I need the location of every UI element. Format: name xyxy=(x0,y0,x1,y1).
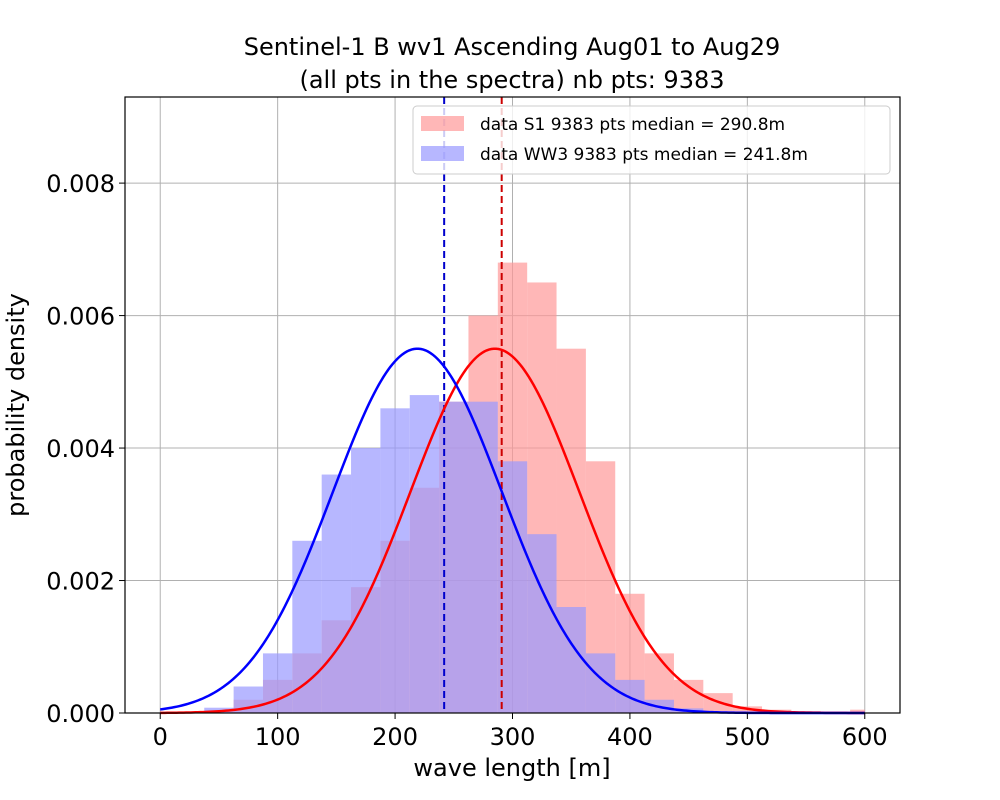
ww3-hist-bar-7 xyxy=(351,448,381,713)
ticks-layer: 0 100 200 300 400 500 600 0.000 0.002 0.004 0.006 0… xyxy=(46,170,887,751)
ww3-hist-bar-15 xyxy=(585,653,616,713)
legend: data S1 9383 pts median = 290.8m data WW… xyxy=(412,105,891,175)
ww3-hist-bar-6 xyxy=(321,474,352,713)
ww3-hist-bar-10 xyxy=(439,401,469,713)
s1-hist-bar-18 xyxy=(673,679,704,713)
median-lines-layer xyxy=(443,97,503,713)
ww3-hist-bar-5 xyxy=(292,540,322,713)
ww3-hist-bar-12 xyxy=(497,461,528,713)
legend-box xyxy=(412,105,891,175)
s1-fit-curve xyxy=(160,347,865,715)
ww3-hist-bar-14 xyxy=(556,607,586,713)
y-tick-label-1: 0.002 xyxy=(46,568,115,596)
legend-swatch-ww3 xyxy=(421,146,464,161)
ww3-hist-bar-9 xyxy=(409,395,440,713)
s1-hist-bar-24 xyxy=(850,709,865,713)
y-tick-label-3: 0.006 xyxy=(46,303,115,331)
x-tick-label-3: 300 xyxy=(490,723,536,751)
histogram-layer xyxy=(204,262,865,713)
x-tick-label-0: 0 xyxy=(153,723,168,751)
ww3-hist-bar-11 xyxy=(468,401,498,713)
legend-label-s1: data S1 9383 pts median = 290.8m xyxy=(480,115,785,135)
x-tick-label-4: 400 xyxy=(607,723,653,751)
chart-title-line2: (all pts in the spectra) nb pts: 9383 xyxy=(299,66,724,94)
legend-label-ww3: data WW3 9383 pts median = 241.8m xyxy=(480,145,808,165)
ww3-hist-bar-8 xyxy=(380,408,410,713)
x-axis-title: wave length [m] xyxy=(413,754,610,782)
y-tick-label-0: 0.000 xyxy=(46,700,115,728)
y-tick-label-4: 0.008 xyxy=(46,170,115,198)
y-tick-label-2: 0.004 xyxy=(46,435,115,463)
chart-title-line1: Sentinel-1 B wv1 Ascending Aug01 to Aug2… xyxy=(244,33,781,61)
ww3-hist-bar-13 xyxy=(527,534,557,713)
legend-swatch-s1 xyxy=(421,116,464,131)
x-tick-label-5: 500 xyxy=(724,723,770,751)
x-tick-label-6: 600 xyxy=(842,723,888,751)
x-tick-label-1: 100 xyxy=(255,723,301,751)
y-axis-title: probability density xyxy=(2,293,30,517)
x-tick-label-2: 200 xyxy=(372,723,418,751)
